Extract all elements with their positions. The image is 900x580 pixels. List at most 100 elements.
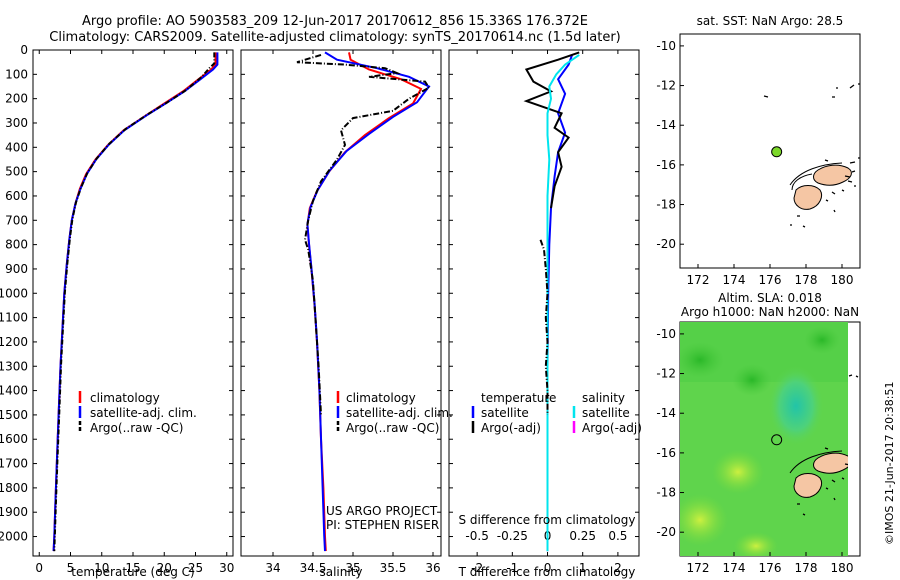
legend-label-climatology: climatology	[346, 391, 416, 405]
legend-label-climatology: climatology	[90, 391, 160, 405]
map-y-tick-label: -12	[656, 367, 676, 381]
legend-title-salinity: salinity	[582, 391, 625, 405]
map-y-tick-label: -16	[656, 446, 676, 460]
header-line2: Climatology: CARS2009. Satellite-adjuste…	[49, 30, 621, 45]
sla-yellow-patch	[712, 450, 764, 494]
pi-annotation: PI: STEPHEN RISER	[326, 518, 439, 532]
depth-tick-label: 400	[5, 140, 28, 154]
depth-tick-label: 300	[5, 116, 28, 130]
series-line-temperature-argo-adj-	[523, 51, 580, 209]
depth-tick-label: 200	[5, 92, 28, 106]
map-x-tick-label: 172	[687, 273, 710, 287]
salinity-panel-frame	[240, 49, 442, 557]
map-y-tick-label: -20	[656, 525, 676, 539]
sla-dark-patch	[804, 326, 840, 354]
legend-label-argo: Argo(..raw -QC)	[90, 421, 183, 435]
x-tick-label: 34.5	[300, 561, 327, 575]
series-line-argo-raw-qc-	[296, 53, 431, 415]
viti-levu-island	[793, 473, 823, 498]
sla-heatmap	[680, 322, 848, 556]
x-tick-label: 35	[345, 561, 360, 575]
depth-tick-label: 1100	[0, 311, 28, 325]
x-tick-label: 0	[544, 561, 552, 575]
series-line-salinity-satellite	[546, 54, 580, 552]
map-y-tick-label: -12	[656, 79, 676, 93]
series-line-temperature-satellite	[546, 54, 574, 552]
x-tick-label: 20	[157, 561, 172, 575]
t-difference-xlabel: T difference from climatology	[458, 565, 636, 579]
map-y-tick-label: -20	[656, 237, 676, 251]
map-y-tick-label: -14	[656, 406, 676, 420]
legend-label-s-argo: Argo(-adj)	[582, 421, 642, 435]
depth-tick-label: 1900	[0, 505, 28, 519]
depth-tick-label: 500	[5, 165, 28, 179]
map-y-tick-label: -10	[656, 327, 676, 341]
map-x-tick-label: 176	[759, 273, 782, 287]
map-y-tick-label: -14	[656, 118, 676, 132]
sla-positive-anomaly	[768, 366, 824, 446]
reef-outline	[791, 173, 813, 191]
depth-tick-label: 700	[5, 213, 28, 227]
temperature-plot: 0 5 10 15 20 25 30	[35, 50, 234, 575]
x2-tick-label: -0.25	[497, 529, 528, 543]
depth-tick-label: 0	[20, 43, 28, 57]
depth-axis: 0 100 200 300 400 500 600 700 800 900 1000 1100 1200…	[0, 43, 639, 544]
small-islands	[848, 374, 859, 378]
x-tick-label: 2	[614, 561, 622, 575]
depth-tick-label: 900	[5, 262, 28, 276]
small-islands	[763, 83, 860, 228]
depth-tick-label: 600	[5, 189, 28, 203]
map-x-tick-label: 174	[723, 561, 746, 575]
series-line-climatology	[52, 52, 217, 552]
argo-float-marker	[771, 146, 783, 158]
series-line-argo-raw-qc-	[53, 52, 216, 552]
legend-label-satellite: satellite-adj. clim.	[90, 406, 197, 420]
sla-yellow-patch	[734, 532, 778, 556]
header-line1: Argo profile: AO 5903583_209 12-Jun-2017…	[82, 14, 588, 29]
x-tick-label: 5	[67, 561, 75, 575]
map-y-tick-label: -18	[656, 198, 676, 212]
vanua-levu-island	[813, 164, 852, 186]
s-difference-xlabel: S difference from climatology	[459, 513, 636, 527]
sla-map-subtitle: Argo h1000: NaN h2000: NaN	[681, 305, 859, 319]
sst-map-frame	[679, 33, 861, 269]
depth-tick-label: 100	[5, 67, 28, 81]
map-y-tick-label: -18	[656, 486, 676, 500]
x-tick-label: 0	[35, 561, 43, 575]
x-tick-label: -2	[471, 561, 483, 575]
series-line-satellite-adj-clim-	[52, 52, 219, 552]
sla-map-axes: 172 174 176 178 180 -10 -12 -14 -16 -18 -20	[656, 327, 853, 575]
x-tick-label: 35.5	[380, 561, 407, 575]
depth-tick-label: 1700	[0, 457, 28, 471]
legend-label-t-satellite: satellite	[481, 406, 529, 420]
sla-yellow-patch	[680, 494, 728, 546]
x-tick-label: 15	[125, 561, 140, 575]
reef-outline	[789, 450, 843, 474]
map-x-tick-label: 172	[687, 561, 710, 575]
imos-watermark: ©IMOS 21-Jun-2017 20:38:51	[883, 381, 896, 545]
difference-legend: temperature salinity satellite Argo(-adj…	[471, 391, 642, 435]
map-y-tick-label: -10	[656, 39, 676, 53]
x-tick-label: 30	[219, 561, 234, 575]
x-tick-label: 10	[94, 561, 109, 575]
series-line-climatology	[306, 52, 423, 552]
x-tick-label: 1	[579, 561, 587, 575]
depth-tick-label: 1400	[0, 384, 28, 398]
map-x-tick-label: 180	[831, 561, 854, 575]
x-tick-label: 25	[188, 561, 203, 575]
x-tick-label: -1	[506, 561, 518, 575]
temperature-xlabel: temperature (deg C)	[71, 565, 194, 579]
sst-map-axes: 172 174 176 178 180 -10 -12 -14 -16 -18 -20	[656, 39, 853, 287]
map-y-tick-label: -16	[656, 158, 676, 172]
small-islands	[797, 447, 848, 516]
x2-tick-label: 0.5	[608, 529, 627, 543]
map-x-tick-label: 178	[795, 273, 818, 287]
depth-tick-label: 1800	[0, 481, 28, 495]
salinity-legend: climatology satellite-adj. clim. Argo(..…	[326, 391, 453, 532]
project-annotation: US ARGO PROJECT	[326, 504, 438, 518]
depth-tick-label: 1300	[0, 359, 28, 373]
legend-label-satellite: satellite-adj. clim.	[346, 406, 453, 420]
series-line-salinity-argo-adj-	[539, 239, 549, 415]
legend-label-t-argo: Argo(-adj)	[481, 421, 541, 435]
